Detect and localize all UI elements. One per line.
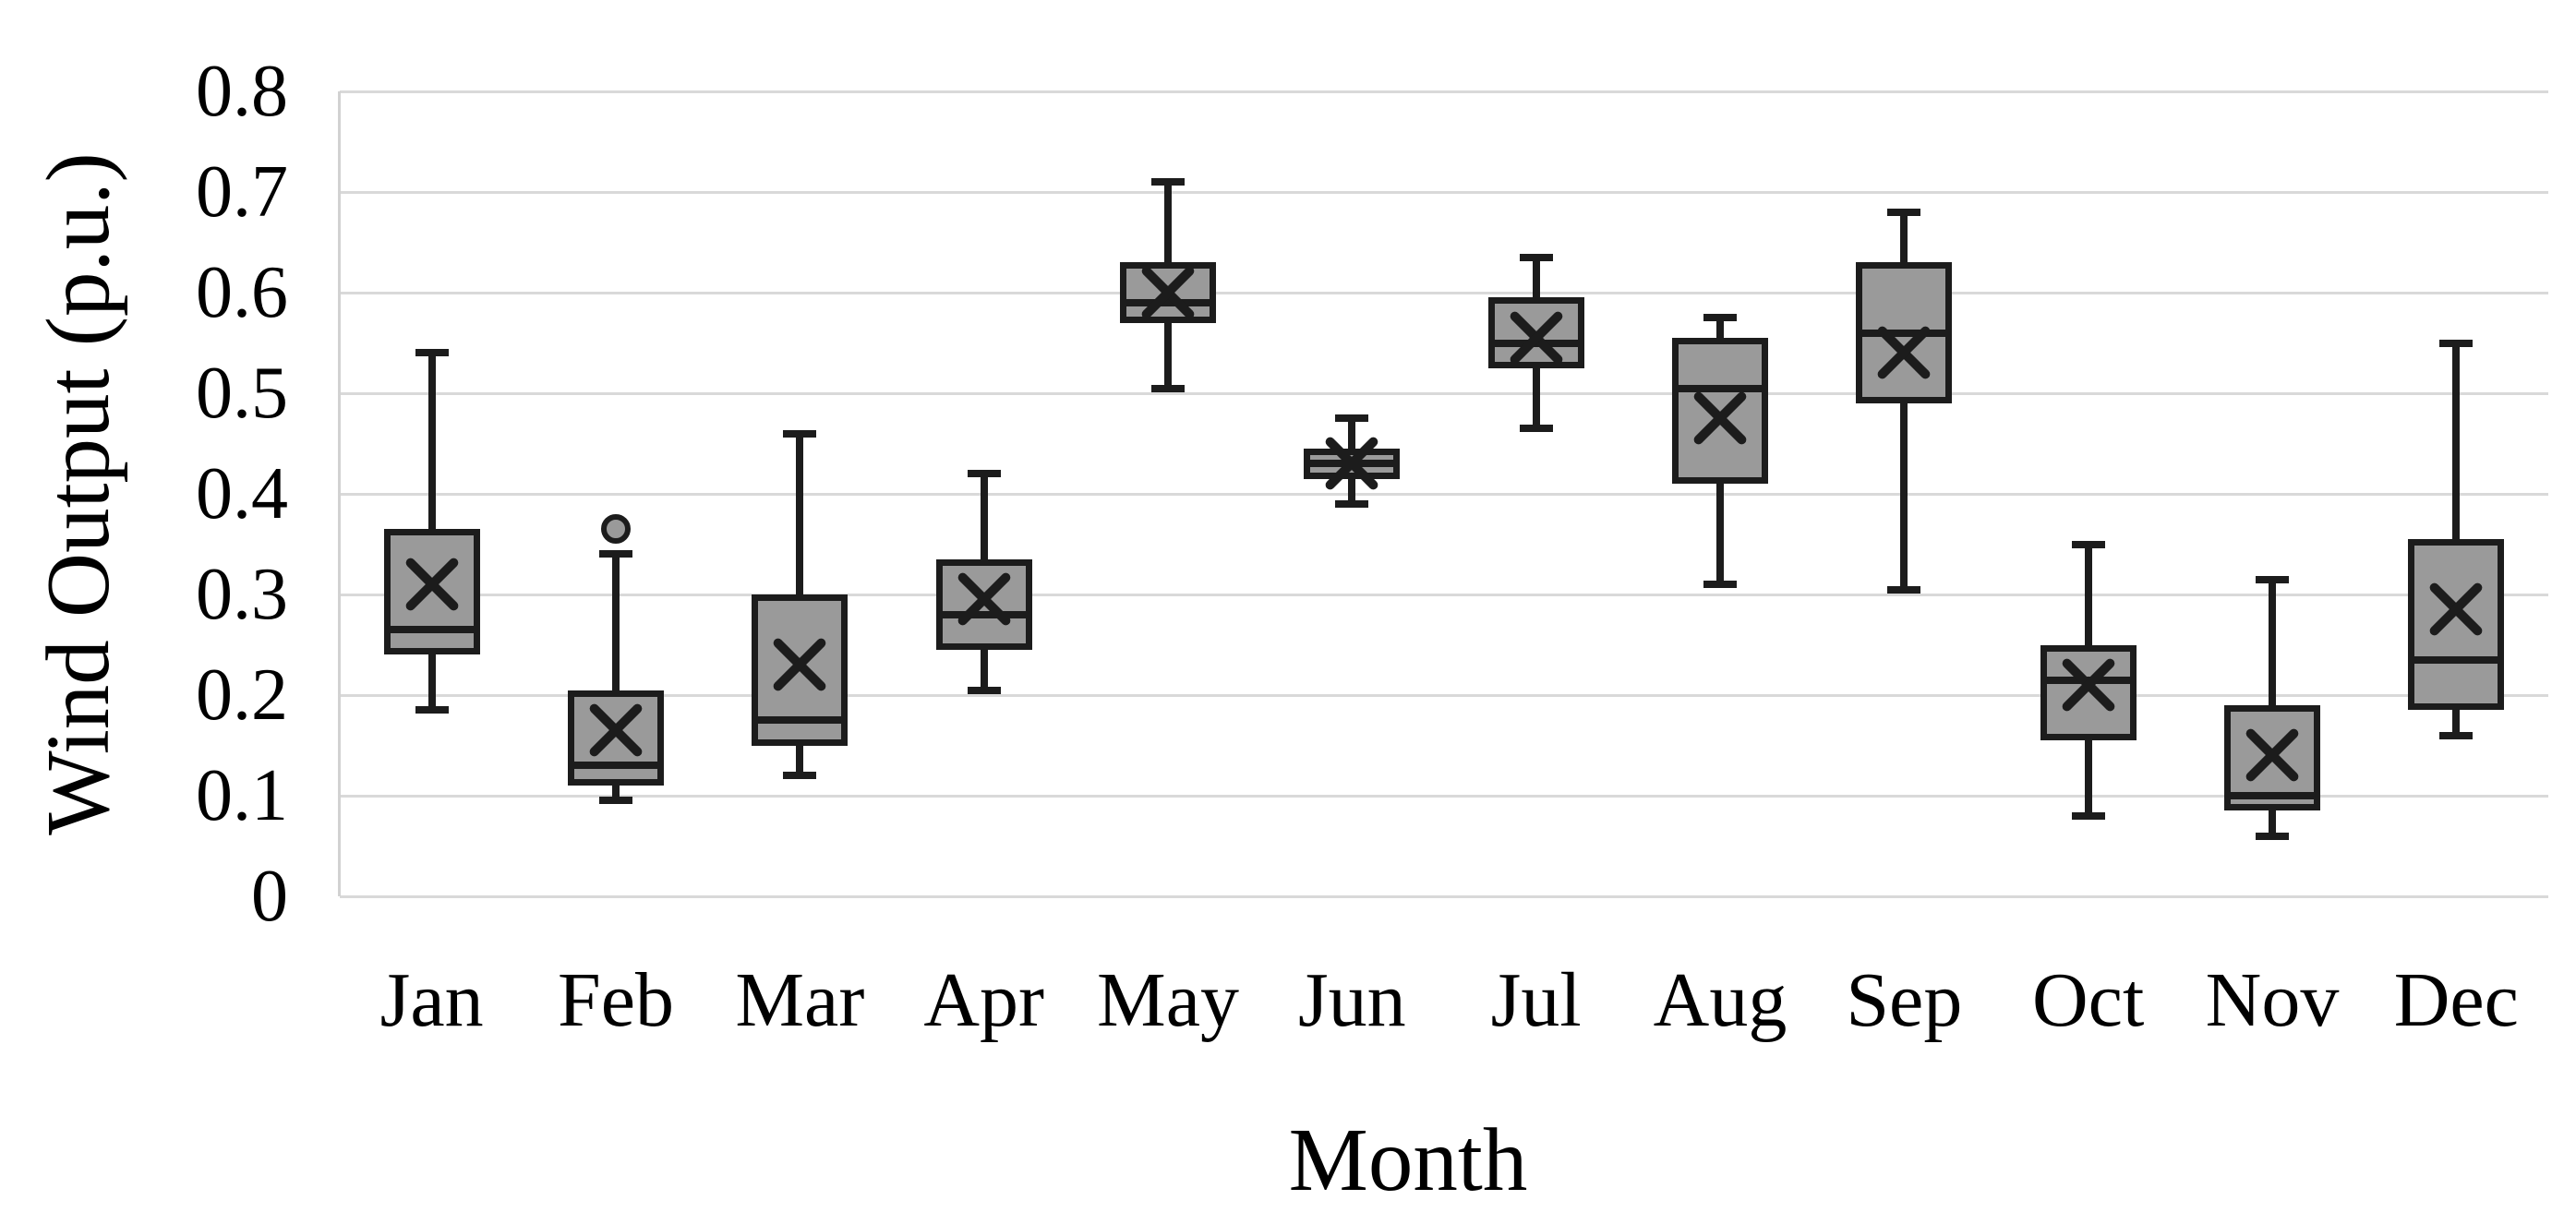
month-label: Sep <box>1846 957 1963 1043</box>
y-tick-label: 0.5 <box>196 353 288 434</box>
whisker-cap-bottom <box>415 706 449 714</box>
whisker-cap-bottom <box>783 772 817 780</box>
box <box>1672 338 1768 485</box>
mean-x-marker <box>2053 650 2124 720</box>
whisker-cap-bottom <box>967 686 1001 694</box>
gridline <box>340 492 2548 496</box>
median-line <box>2224 792 2320 799</box>
median-line <box>1672 384 1768 392</box>
month-label: Jun <box>1297 957 1406 1043</box>
whisker-line <box>612 554 620 801</box>
whisker-cap-top <box>967 470 1001 478</box>
whisker-cap-bottom <box>2071 811 2105 820</box>
y-tick-label: 0.4 <box>196 453 288 534</box>
y-tick-label: 0.7 <box>196 151 288 233</box>
y-tick-label: 0.6 <box>196 252 288 333</box>
whisker-cap-top <box>2256 575 2289 583</box>
whisker-cap-top <box>1519 253 1553 261</box>
box <box>383 529 480 655</box>
whisker-cap-top <box>1335 414 1369 423</box>
whisker-cap-bottom <box>2439 731 2474 739</box>
mean-x-marker <box>1869 318 1939 388</box>
month-label: Feb <box>558 957 674 1043</box>
y-axis-line <box>338 91 341 896</box>
mean-x-marker <box>2421 574 2491 644</box>
mean-x-marker <box>1501 303 1571 373</box>
mean-x-marker <box>764 630 835 700</box>
whisker-cap-bottom <box>2256 832 2289 840</box>
median-line <box>1120 298 1216 306</box>
gridline <box>340 90 2548 93</box>
whisker-cap-top <box>1703 314 1737 322</box>
whisker-cap-top <box>1151 178 1185 186</box>
month-label: Jan <box>379 957 484 1043</box>
median-line <box>383 626 480 634</box>
mean-x-marker <box>1317 428 1387 498</box>
gridline <box>340 190 2548 194</box>
median-line <box>1856 329 1953 337</box>
box <box>568 690 664 786</box>
month-label: Dec <box>2393 957 2519 1043</box>
gridline <box>340 894 2548 898</box>
whisker-cap-bottom <box>599 797 632 805</box>
whisker-cap-top <box>2439 339 2474 347</box>
whisker-cap-bottom <box>1151 384 1185 392</box>
month-label: Oct <box>2032 957 2145 1043</box>
whisker-cap-bottom <box>1703 581 1737 589</box>
box <box>2408 539 2505 711</box>
y-tick-label: 0.2 <box>196 654 288 736</box>
gridline <box>340 794 2548 798</box>
median-line <box>752 716 849 725</box>
y-tick-label: 0.8 <box>196 51 288 132</box>
mean-x-marker <box>581 695 651 765</box>
x-axis-title: Month <box>1288 1110 1528 1209</box>
whisker-cap-top <box>1887 208 1921 216</box>
whisker-cap-top <box>2071 540 2105 548</box>
outlier-point <box>601 514 631 545</box>
gridline <box>340 391 2548 395</box>
y-tick-label: 0 <box>251 856 288 937</box>
mean-x-marker <box>397 549 467 619</box>
gridline <box>340 693 2548 697</box>
gridline <box>340 291 2548 294</box>
month-label: Nov <box>2205 957 2340 1043</box>
median-line <box>568 762 664 770</box>
whisker-cap-top <box>783 429 817 438</box>
whisker-cap-bottom <box>1887 585 1921 594</box>
box <box>2040 644 2137 741</box>
month-label: Jul <box>1490 957 1582 1043</box>
whisker-cap-bottom <box>1335 499 1369 508</box>
median-line <box>935 610 1032 618</box>
whisker-cap-top <box>599 550 632 558</box>
median-line <box>2408 655 2505 664</box>
mean-x-marker <box>1133 258 1203 328</box>
mean-x-marker <box>2237 720 2307 790</box>
whisker-cap-bottom <box>1519 425 1553 433</box>
y-tick-label: 0.3 <box>196 554 288 635</box>
month-label: Apr <box>923 957 1044 1043</box>
month-label: Aug <box>1653 957 1788 1043</box>
mean-x-marker <box>949 564 1019 634</box>
month-label: May <box>1097 957 1239 1043</box>
whisker-cap-top <box>415 349 449 357</box>
month-label: Mar <box>735 957 865 1043</box>
y-tick-label: 0.1 <box>196 755 288 836</box>
gridline <box>340 593 2548 596</box>
mean-x-marker <box>1685 383 1755 453</box>
